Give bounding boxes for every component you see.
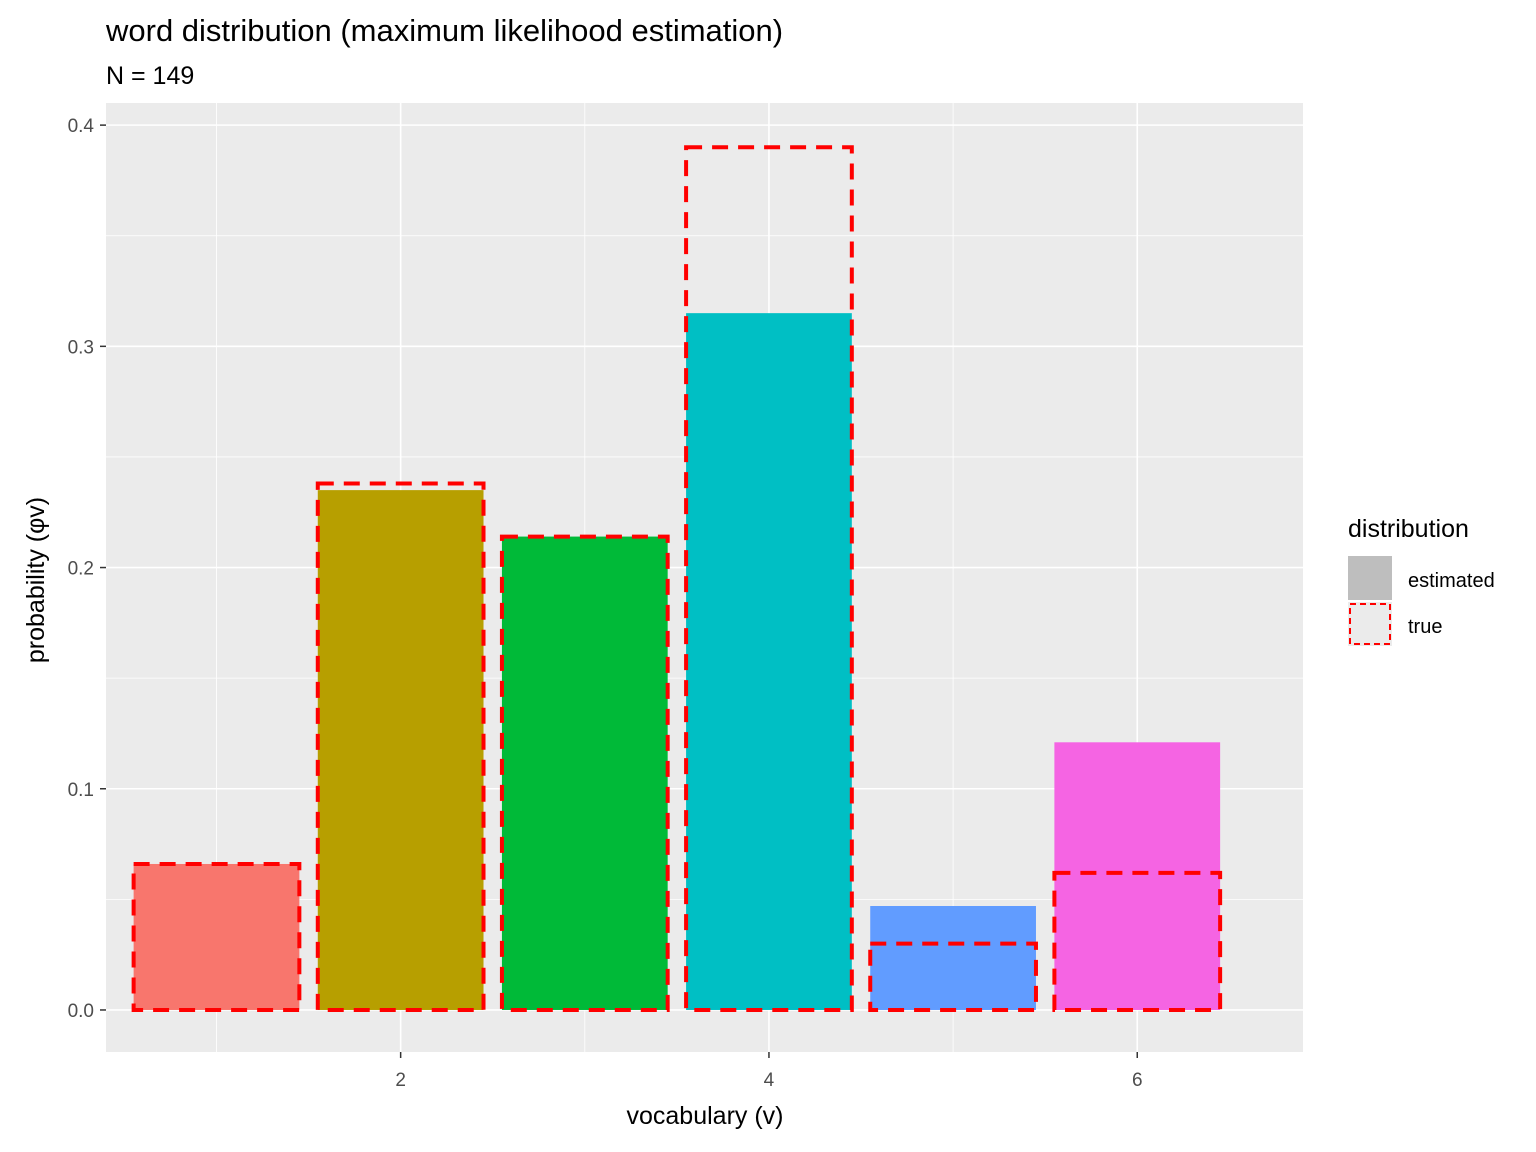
bar-estimated (133, 863, 300, 1010)
y-tick-label: 0.0 (68, 1001, 94, 1022)
bar-true (315, 481, 486, 1012)
bar-estimated (1054, 742, 1221, 1010)
legend: distribution estimated true (1348, 515, 1495, 646)
bar-true (684, 145, 854, 1012)
legend-label-true: true (1408, 616, 1442, 638)
x-tick-label: 4 (764, 1070, 775, 1091)
bar-estimated (686, 313, 852, 1010)
y-tick-label: 0.3 (68, 337, 94, 358)
chart-subtitle: N = 149 (106, 62, 194, 90)
y-tick-label: 0.4 (68, 116, 95, 137)
x-tick-label: 2 (395, 1070, 406, 1091)
bar-true (868, 941, 1038, 1012)
bar-estimated (870, 906, 1036, 1010)
legend-key-estimated (1348, 556, 1392, 600)
chart-title: word distribution (maximum likelihood es… (105, 13, 783, 48)
true-bars (131, 145, 1223, 1012)
x-axis: 2 4 6 (395, 1052, 1143, 1091)
estimated-bars (133, 313, 1221, 1010)
x-tick-label: 6 (1132, 1070, 1143, 1091)
bar-true (131, 861, 302, 1012)
bar-true (1052, 870, 1223, 1012)
bar-true (499, 534, 670, 1012)
y-axis-title: probability (φv) (22, 497, 50, 663)
bar-estimated (501, 536, 668, 1010)
y-tick-label: 0.2 (68, 559, 94, 580)
x-axis-title: vocabulary (v) (627, 1102, 784, 1130)
legend-title: distribution (1348, 515, 1469, 543)
legend-key-true (1349, 603, 1391, 645)
y-tick-label: 0.1 (68, 780, 94, 801)
legend-label-estimated: estimated (1408, 570, 1495, 592)
y-axis: 0.0 0.1 0.2 0.3 0.4 (68, 116, 106, 1022)
bar-estimated (317, 490, 484, 1010)
legend-key-true-bg (1348, 602, 1392, 646)
